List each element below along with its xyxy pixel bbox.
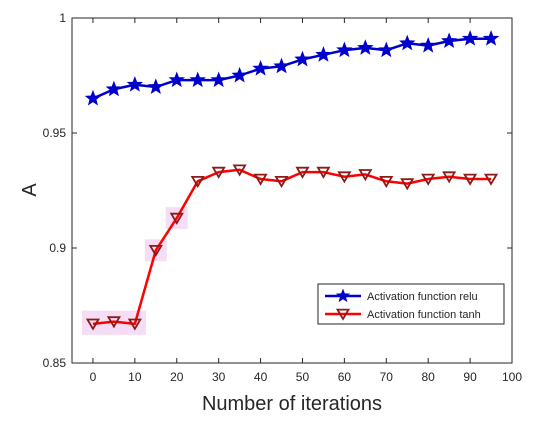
data-point-relu [399, 34, 416, 51]
data-point-relu [105, 80, 123, 97]
data-point-relu [168, 71, 185, 88]
data-point-tanh [379, 175, 394, 189]
data-point-relu [482, 30, 500, 46]
y-axis-label: A [19, 183, 41, 197]
legend-label-1: Activation function tanh [367, 309, 481, 321]
series-layer [84, 30, 500, 331]
legend: Activation function relu Activation funct… [317, 283, 505, 325]
data-point-tanh [400, 178, 415, 191]
legend-label-0: Activation function relu [367, 291, 478, 303]
data-point-relu [315, 46, 332, 62]
data-point-relu [378, 41, 395, 58]
data-point-tanh [211, 166, 226, 179]
data-point-relu [461, 30, 479, 46]
x-tick-label: 10 [128, 370, 142, 384]
data-point-tanh [85, 318, 101, 331]
data-point-tanh [358, 169, 373, 182]
data-point-relu [84, 89, 102, 106]
legend-marker-relu [335, 288, 351, 303]
x-tick-label: 60 [338, 370, 352, 384]
data-point-tanh [274, 175, 289, 189]
axis-ticks: 0 10 20 30 40 50 60 70 80 90 100 0.85 0.9 0.95 1 [43, 11, 523, 384]
data-point-relu [126, 76, 144, 92]
data-point-tanh [295, 166, 310, 179]
data-point-tanh [483, 173, 499, 186]
data-point-tanh [148, 244, 163, 258]
data-point-tanh [232, 164, 247, 177]
data-point-tanh [106, 316, 121, 329]
data-point-tanh [337, 171, 352, 184]
data-point-tanh [127, 318, 142, 331]
legend-box [317, 283, 505, 325]
data-point-relu [210, 71, 227, 88]
y-tick-label: 0.95 [43, 126, 67, 140]
x-tick-label: 40 [254, 370, 268, 384]
x-tick-label: 0 [90, 370, 97, 384]
x-tick-label: 100 [502, 370, 522, 384]
data-point-relu [252, 59, 269, 76]
x-axis-label: Number of iterations [202, 393, 382, 415]
x-tick-label: 30 [212, 370, 226, 384]
data-point-tanh [190, 175, 205, 189]
data-point-relu [147, 78, 165, 94]
data-point-relu [189, 71, 206, 88]
data-point-relu [294, 50, 311, 67]
data-point-relu [419, 36, 437, 53]
y-tick-label: 1 [59, 11, 66, 25]
data-point-relu [231, 66, 248, 83]
data-point-tanh [442, 171, 457, 184]
data-point-relu [273, 57, 290, 74]
x-tick-label: 70 [380, 370, 394, 384]
y-tick-label: 0.85 [43, 356, 67, 370]
data-point-tanh [316, 166, 331, 179]
data-point-tanh [463, 173, 478, 186]
data-point-tanh [169, 212, 184, 225]
data-point-tanh [253, 173, 268, 186]
plot-frame [71, 17, 513, 364]
legend-marker-tanh [335, 308, 351, 321]
y-tick-label: 0.9 [49, 241, 66, 255]
x-tick-label: 90 [463, 370, 477, 384]
x-tick-label: 20 [170, 370, 184, 384]
x-tick-label: 50 [296, 370, 310, 384]
data-point-relu [357, 39, 374, 55]
data-point-relu [336, 41, 353, 58]
x-tick-label: 80 [422, 370, 436, 384]
data-point-tanh [421, 173, 436, 186]
data-point-relu [440, 32, 458, 48]
